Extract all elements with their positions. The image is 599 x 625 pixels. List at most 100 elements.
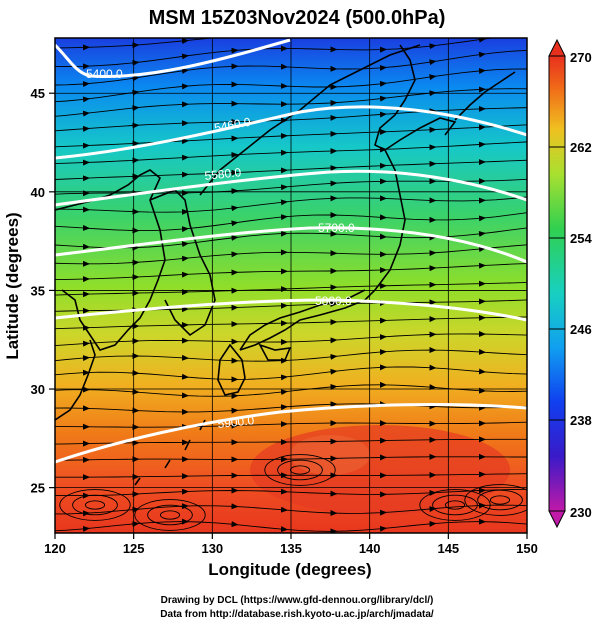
x-tick-label: 130 <box>201 541 223 556</box>
contour-5460-line <box>55 105 527 160</box>
x-tick-label: 135 <box>280 541 302 556</box>
wind-arrow <box>132 520 140 527</box>
contour-5400-line <box>55 38 291 78</box>
wind-arrow <box>478 51 486 58</box>
wind-arrow <box>231 38 239 40</box>
wind-arrow <box>330 368 338 375</box>
wind-arrow <box>181 241 189 248</box>
wind-arrow <box>280 214 288 221</box>
x-axis-label: Longitude (degrees) <box>208 560 371 579</box>
wind-arrow <box>529 212 535 213</box>
wind-arrow <box>132 105 140 112</box>
credit-data: Data from http://database.rish.kyoto-u.a… <box>160 609 434 620</box>
y-tick-label: 40 <box>31 185 45 200</box>
colorbar-tick-label: 270 <box>570 50 592 65</box>
vortex-ring <box>59 489 131 521</box>
colorbar-scale <box>548 55 566 512</box>
wind-arrow <box>478 230 486 237</box>
contour-label-5460: 5460.0 <box>213 115 252 135</box>
x-tick-label: 140 <box>359 541 381 556</box>
vortex-ring <box>289 465 311 475</box>
contour-5700-line <box>55 226 527 264</box>
wind-arrow <box>478 246 486 253</box>
wind-arrow <box>529 227 535 228</box>
height-contours <box>55 38 527 464</box>
contour-label-5400: 5400.0 <box>86 67 123 81</box>
wind-arrow <box>181 83 189 90</box>
warm-region <box>250 425 510 515</box>
warm-patch <box>290 435 370 475</box>
wind-arrow <box>529 18 535 19</box>
wind-arrow <box>181 255 189 262</box>
contour-5900-line <box>55 403 527 464</box>
wind-arrow <box>82 96 90 103</box>
wind-arrow <box>280 184 288 191</box>
x-tick-label: 120 <box>44 541 66 556</box>
wind-arrow <box>132 89 140 96</box>
y-tick-label: 30 <box>31 382 45 397</box>
contour-label-5580: 5580.0 <box>204 165 242 183</box>
wind-arrow <box>132 75 140 82</box>
vortex-ring <box>147 504 193 526</box>
contour-label-5800: 5800.0 <box>315 294 352 308</box>
wind-arrow <box>280 374 288 381</box>
x-tick-label: 145 <box>437 541 459 556</box>
wind-arrow <box>478 215 486 222</box>
contour-5580-line <box>55 169 527 207</box>
vortex-ring <box>464 484 527 516</box>
credit-drawing: Drawing by DCL (https://www.gfd-dennou.o… <box>161 595 434 606</box>
vortex-ring <box>444 500 466 510</box>
chart-title: MSM 15Z03Nov2024 (500.0hPa) <box>149 7 446 29</box>
map-plot-area: 5400.0 5460.0 5580.0 5700.0 5800.0 5900.… <box>55 18 535 533</box>
wind-arrow <box>280 389 288 396</box>
vortex-ring <box>159 510 181 520</box>
colorbar-tick-label: 254 <box>570 231 592 246</box>
wind-arrow <box>478 38 486 43</box>
vortex-ring <box>84 500 106 510</box>
wind-arrow <box>429 90 437 97</box>
wind-arrow <box>379 95 387 102</box>
wind-arrow <box>280 526 288 533</box>
wind-arrow <box>529 524 535 525</box>
wind-arrow <box>181 38 189 45</box>
colorbar-tick-label: 230 <box>570 505 592 520</box>
wind-arrow <box>429 43 437 50</box>
coastlines <box>55 44 516 486</box>
wind-arrow <box>429 59 437 66</box>
colorbar-max-arrow <box>548 38 566 57</box>
wind-arrow <box>181 67 189 74</box>
wind-arrow <box>132 59 140 66</box>
vortex-ring <box>277 459 323 481</box>
vortex-ring <box>477 489 523 511</box>
colorbar-tick-label: 262 <box>570 140 592 155</box>
wind-arrow <box>82 525 90 532</box>
wind-arrow <box>529 196 535 197</box>
x-axis: 120 125 130 135 140 145 150 <box>44 533 538 556</box>
y-tick-label: 35 <box>31 283 45 298</box>
y-tick-label: 45 <box>31 86 45 101</box>
colorbar-min-arrow <box>548 510 566 529</box>
contour-label-5900: 5900.0 <box>217 413 255 431</box>
contour-label-5700: 5700.0 <box>318 221 355 235</box>
wind-arrow <box>82 110 90 117</box>
vortex-ring <box>264 454 336 486</box>
wind-arrow <box>181 226 189 233</box>
vortex-ring <box>419 489 491 521</box>
wind-arrow <box>280 199 288 206</box>
wind-arrow <box>181 53 189 60</box>
x-tick-label: 125 <box>123 541 145 556</box>
wind-arrow <box>231 205 239 212</box>
wind-streamlines <box>55 18 535 533</box>
vortex-ring <box>489 495 511 505</box>
x-tick-label: 150 <box>516 541 538 556</box>
colorbar: 270 262 254 246 238 230 <box>548 38 592 529</box>
wind-arrow <box>379 525 387 532</box>
wind-arrow <box>231 521 239 528</box>
vortex-ring <box>134 499 206 531</box>
wind-arrow <box>231 220 239 227</box>
vortex-ring <box>432 494 478 516</box>
y-axis-label: Latitude (degrees) <box>3 212 22 359</box>
wind-arrow <box>379 80 387 87</box>
wind-arrow <box>479 23 485 24</box>
